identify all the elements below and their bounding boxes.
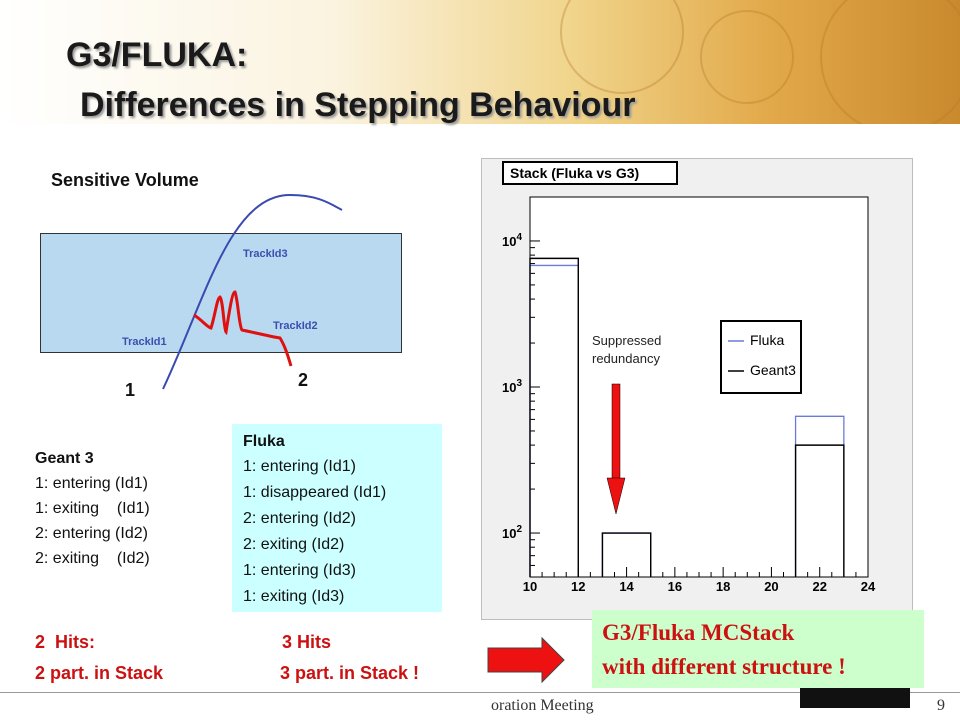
conclusion-box	[592, 610, 924, 688]
suppressed-redundancy-note: Suppressed redundancy	[584, 328, 692, 374]
x-tick-label: 12	[571, 579, 585, 594]
conclusion-line2: with different structure !	[602, 654, 846, 679]
page-number: 9	[937, 697, 945, 714]
geant3-step: 2: entering (Id2)	[35, 525, 148, 542]
x-tick-label: 22	[812, 579, 826, 594]
legend-swatches	[728, 340, 744, 372]
conclusion-line1: G3/Fluka MCStack	[602, 620, 795, 645]
fluka-step: 1: entering (Id3)	[243, 562, 356, 579]
histogram-bar-geant3	[601, 532, 652, 577]
x-tick-label: 10	[523, 579, 537, 594]
fluka-header: Fluka	[243, 433, 285, 450]
geant3-header: Geant 3	[35, 450, 94, 467]
track-red-line	[193, 290, 293, 367]
track-label-id1: TrackId1	[122, 336, 167, 348]
fluka-step: 1: entering (Id1)	[243, 458, 356, 475]
decorative-ring	[700, 10, 794, 104]
fluka-step: 1: disappeared (Id1)	[243, 484, 387, 501]
title-banner	[0, 0, 960, 124]
geant3-step: 1: entering (Id1)	[35, 475, 148, 492]
fluka-stack-count: 3 part. in Stack !	[280, 663, 420, 683]
point-label-2: 2	[298, 370, 309, 390]
x-tick-label: 18	[716, 579, 730, 594]
note-text: Suppressed redundancy	[592, 333, 662, 366]
histogram-title: Stack (Fluka vs G3)	[502, 161, 678, 185]
histogram-bar-geant3	[529, 257, 579, 577]
geant3-step: 2: exiting (Id2)	[35, 550, 150, 567]
fluka-step: 2: exiting (Id2)	[243, 536, 345, 553]
legend-label-fluka: Fluka	[750, 332, 785, 348]
x-tick-label: 14	[619, 579, 634, 594]
fluka-hits: 3 Hits	[282, 632, 332, 652]
x-tick-label: 24	[861, 579, 876, 594]
x-tick-label: 20	[764, 579, 778, 594]
decorative-ring	[820, 0, 960, 124]
fluka-step: 2: entering (Id2)	[243, 510, 356, 527]
slide-title-line1: G3/FLUKA:	[66, 36, 248, 74]
geant3-step: 1: exiting (Id1)	[35, 500, 150, 517]
footer-logo	[800, 688, 910, 708]
x-tick-label: 16	[668, 579, 682, 594]
histogram-legend: Fluka Geant3	[720, 320, 802, 394]
geant3-hits: 2 Hits:	[35, 632, 96, 652]
sensitive-volume-heading: Sensitive Volume	[51, 170, 199, 190]
fluka-steps-box	[232, 424, 442, 612]
slide-title-line2: Differences in Stepping Behaviour	[80, 86, 636, 124]
footer-text: oration Meeting	[491, 697, 594, 714]
legend-label-geant3: Geant3	[750, 362, 796, 378]
geant3-stack-count: 2 part. in Stack	[35, 663, 164, 683]
right-arrow	[487, 636, 565, 684]
footer-rule	[0, 692, 960, 693]
down-arrow-head	[606, 477, 626, 515]
histogram-bar-geant3	[794, 444, 845, 577]
track-label-id2: TrackId2	[273, 320, 318, 332]
track-blue-line	[162, 193, 343, 390]
point-label-1: 1	[125, 380, 136, 400]
plot-area	[529, 196, 869, 578]
sensitive-volume-box	[40, 233, 402, 353]
fluka-step: 1: exiting (Id3)	[243, 588, 345, 605]
track-label-id3: TrackId3	[243, 248, 288, 260]
